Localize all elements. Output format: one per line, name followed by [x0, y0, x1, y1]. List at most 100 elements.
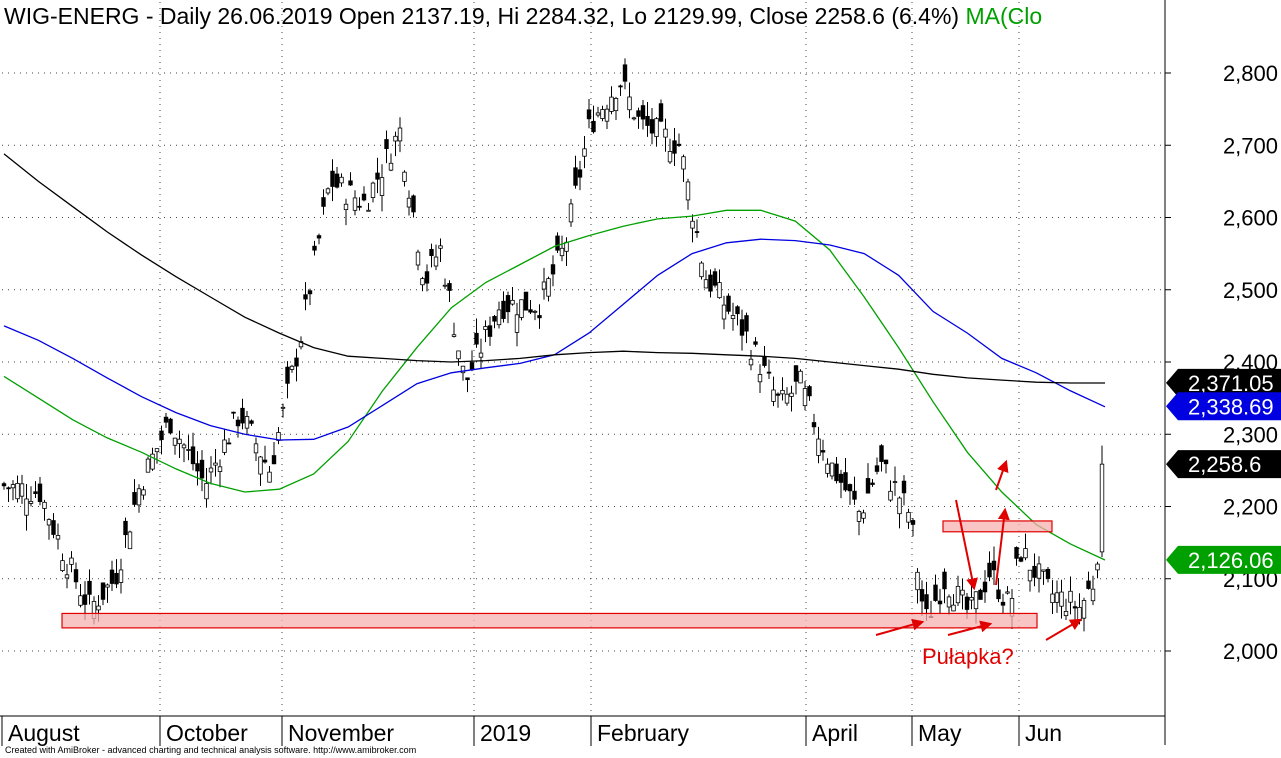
candle-body — [1027, 569, 1033, 582]
candle-body — [285, 366, 290, 384]
candle-body — [982, 581, 988, 593]
candle-body — [906, 511, 911, 523]
candle-body — [33, 491, 38, 494]
price-tag-shape — [1166, 545, 1281, 574]
candle-body — [496, 309, 502, 326]
annotation-arrow — [955, 499, 978, 591]
candle-body — [226, 442, 232, 445]
candle-body — [807, 386, 812, 397]
candle-body — [933, 584, 938, 601]
candle-body — [406, 197, 412, 208]
candle-body — [501, 300, 506, 319]
candle-body — [865, 478, 871, 494]
x-tick-label: August — [8, 720, 80, 746]
candle-body — [703, 279, 709, 289]
candle-body — [1054, 592, 1060, 603]
candle-body — [1072, 606, 1078, 609]
candle-body — [483, 326, 488, 331]
y-tick-label: 2,500 — [1223, 278, 1278, 303]
candle-body — [168, 418, 173, 434]
candle-body — [888, 490, 893, 501]
candle-body — [51, 520, 56, 535]
candle-body — [415, 251, 421, 266]
candle-body — [775, 393, 781, 396]
annotation-arrow — [1045, 618, 1083, 641]
candle-body — [744, 315, 749, 332]
candle-body — [861, 512, 866, 519]
candle-body — [303, 294, 308, 300]
candle-body — [456, 350, 461, 360]
candle-body — [154, 448, 160, 453]
candle-body — [37, 483, 43, 502]
candle-body — [199, 459, 205, 479]
candle-body — [100, 582, 106, 600]
candle-body — [240, 407, 245, 424]
candle-body — [316, 235, 322, 239]
price-tag: 2,126.06 — [1166, 545, 1281, 574]
candle-body — [114, 572, 119, 585]
candle-body — [645, 115, 650, 126]
candle-body — [1014, 547, 1019, 559]
annotation-arrow — [875, 618, 925, 636]
candle-body — [973, 591, 979, 610]
candle-body — [244, 416, 250, 429]
candle-body — [96, 605, 101, 611]
candle-body — [955, 585, 961, 604]
candle-body — [960, 589, 965, 596]
candle-body — [825, 463, 830, 474]
candle-body — [474, 332, 479, 345]
candle-body — [582, 148, 587, 157]
candle-body — [510, 299, 515, 305]
candle-body — [69, 557, 74, 565]
candle-body — [460, 365, 466, 374]
support-zones — [61, 520, 1053, 629]
candle-body — [627, 96, 632, 111]
price-tag: 2,371.05 — [1166, 368, 1281, 397]
candle-body — [343, 203, 349, 211]
candle-body — [24, 498, 29, 516]
candle-body — [249, 420, 254, 424]
price-tag: 2,258.6 — [1166, 450, 1281, 479]
candle-body — [46, 519, 52, 526]
candle-body — [397, 127, 403, 142]
x-tick-label: April — [812, 720, 858, 746]
candle-body — [820, 450, 826, 453]
candle-body — [1045, 568, 1051, 579]
candle-body — [942, 571, 947, 590]
candle-body — [420, 278, 425, 286]
y-tick-label: 2,000 — [1223, 639, 1278, 664]
candle-body — [694, 231, 700, 233]
candle-body — [6, 487, 11, 490]
candle-body — [217, 466, 223, 472]
y-tick-label: 2,200 — [1223, 495, 1278, 520]
candle-body — [231, 411, 236, 414]
candle-body — [465, 377, 470, 381]
candle-body — [618, 85, 623, 88]
candle-body — [519, 299, 524, 318]
candle-body — [307, 290, 313, 295]
candle-body — [433, 256, 439, 267]
candle-body — [1, 483, 7, 487]
candle-body — [195, 463, 200, 472]
candle-body — [969, 597, 974, 601]
price-tag-shape — [1166, 392, 1281, 421]
candle-body — [546, 278, 551, 297]
candle-body — [699, 262, 704, 278]
candle-body — [798, 370, 803, 384]
candle-body — [159, 430, 164, 441]
candle-body — [910, 520, 916, 525]
candle-body — [712, 271, 718, 286]
candle-body — [1018, 557, 1024, 562]
candle-body — [492, 316, 497, 322]
candle-body — [658, 103, 664, 122]
candle-body — [537, 315, 542, 319]
candle-body — [771, 389, 776, 402]
candle-body — [1095, 563, 1100, 571]
candle-body — [109, 569, 115, 584]
candle-body — [541, 281, 547, 290]
ma-line-2 — [3, 153, 1105, 384]
candle-body — [528, 309, 533, 313]
x-tick-label: May — [918, 720, 962, 746]
candle-body — [793, 365, 799, 382]
chart-header: WIG-ENERG - Daily 26.06.2019 Open 2137.1… — [4, 3, 1042, 30]
